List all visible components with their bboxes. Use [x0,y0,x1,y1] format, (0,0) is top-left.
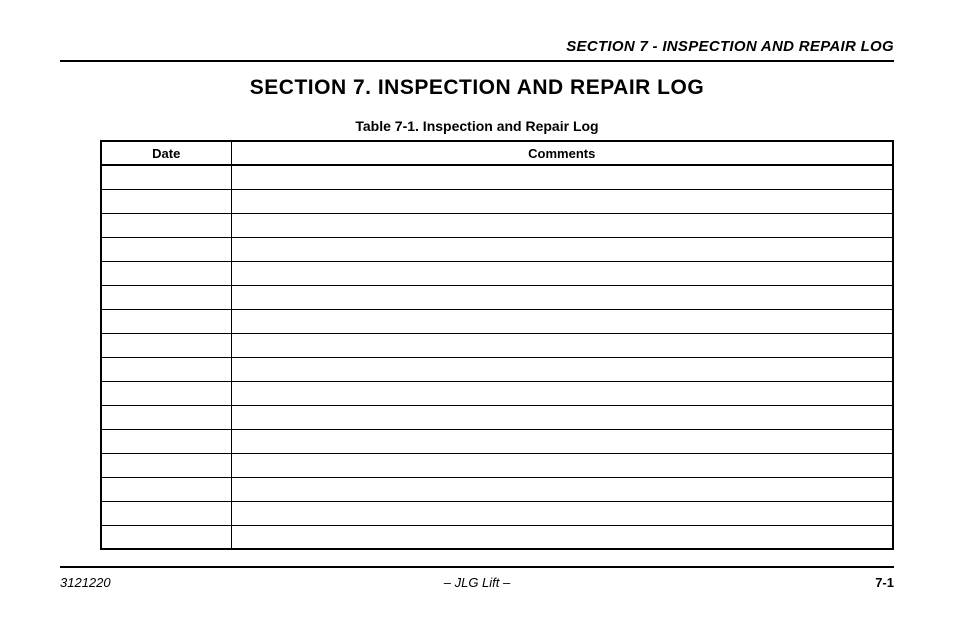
table-header-row: Date Comments [101,141,893,165]
table-row [101,357,893,381]
cell-comments [231,357,893,381]
table-caption: Table 7-1. Inspection and Repair Log [0,118,954,134]
table-body [101,165,893,549]
table-row [101,381,893,405]
table-row [101,453,893,477]
cell-date [101,453,231,477]
column-header-date: Date [101,141,231,165]
section-title: SECTION 7. INSPECTION AND REPAIR LOG [0,76,954,100]
cell-comments [231,453,893,477]
cell-date [101,285,231,309]
cell-comments [231,213,893,237]
table-row [101,429,893,453]
cell-comments [231,405,893,429]
cell-date [101,501,231,525]
cell-date [101,261,231,285]
table-row [101,261,893,285]
table-row [101,477,893,501]
table-row [101,189,893,213]
table-row [101,501,893,525]
manual-page: SECTION 7 - INSPECTION AND REPAIR LOG SE… [0,0,954,618]
cell-comments [231,309,893,333]
cell-comments [231,285,893,309]
running-header: SECTION 7 - INSPECTION AND REPAIR LOG [566,38,894,55]
cell-comments [231,477,893,501]
footer-brand: – JLG Lift – [60,575,894,590]
table-row [101,525,893,549]
inspection-log-table: Date Comments [100,140,894,550]
cell-comments [231,429,893,453]
header-rule [60,60,894,62]
table-row [101,165,893,189]
table-row [101,285,893,309]
cell-date [101,333,231,357]
table-row [101,309,893,333]
column-header-comments: Comments [231,141,893,165]
cell-date [101,429,231,453]
cell-comments [231,501,893,525]
cell-date [101,237,231,261]
cell-date [101,213,231,237]
cell-date [101,189,231,213]
cell-date [101,357,231,381]
cell-comments [231,381,893,405]
table-row [101,405,893,429]
cell-comments [231,237,893,261]
cell-date [101,309,231,333]
cell-date [101,405,231,429]
cell-comments [231,189,893,213]
cell-comments [231,333,893,357]
table-row [101,333,893,357]
table-row [101,213,893,237]
cell-date [101,165,231,189]
cell-comments [231,165,893,189]
cell-comments [231,261,893,285]
cell-date [101,525,231,549]
cell-comments [231,525,893,549]
table-row [101,237,893,261]
cell-date [101,477,231,501]
cell-date [101,381,231,405]
footer-rule [60,566,894,568]
footer: 3121220 – JLG Lift – 7-1 [60,575,894,590]
